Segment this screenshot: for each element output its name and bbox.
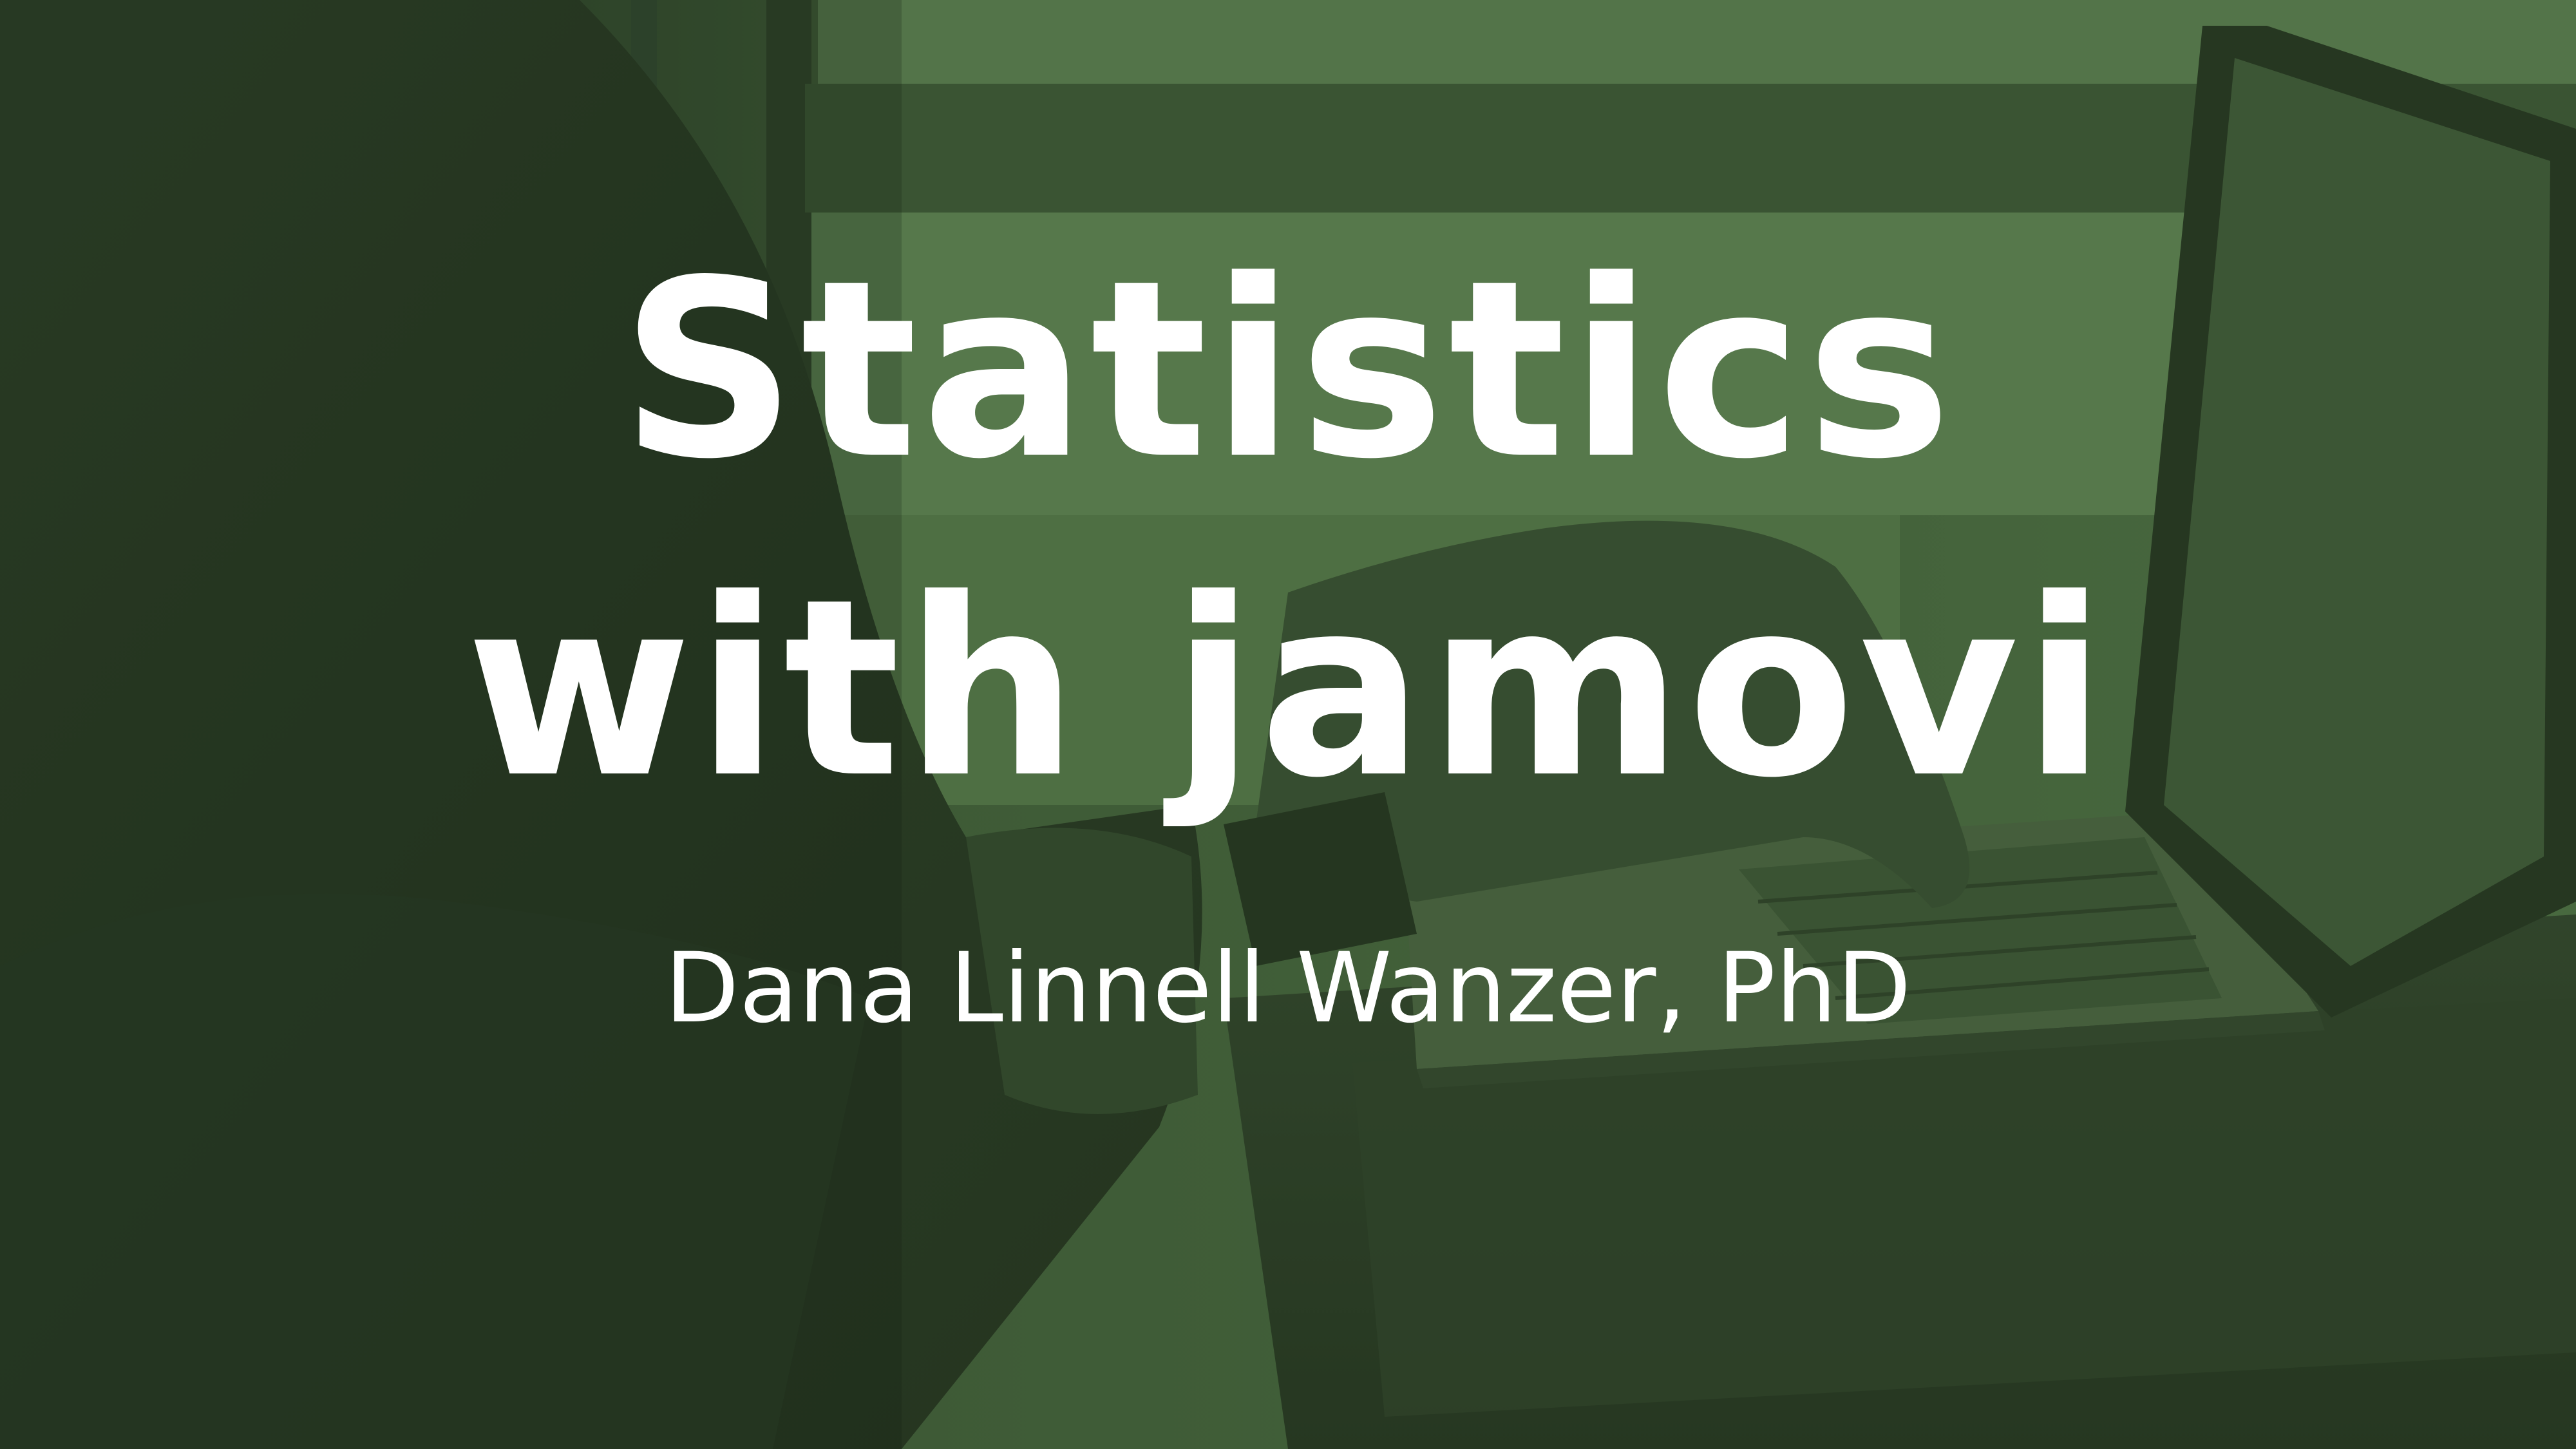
title-line-1: Statistics <box>620 227 1956 513</box>
title-line-2: with jamovi <box>466 546 2110 831</box>
author-name: Dana Linnell Wanzer, PhD <box>665 933 1911 1045</box>
